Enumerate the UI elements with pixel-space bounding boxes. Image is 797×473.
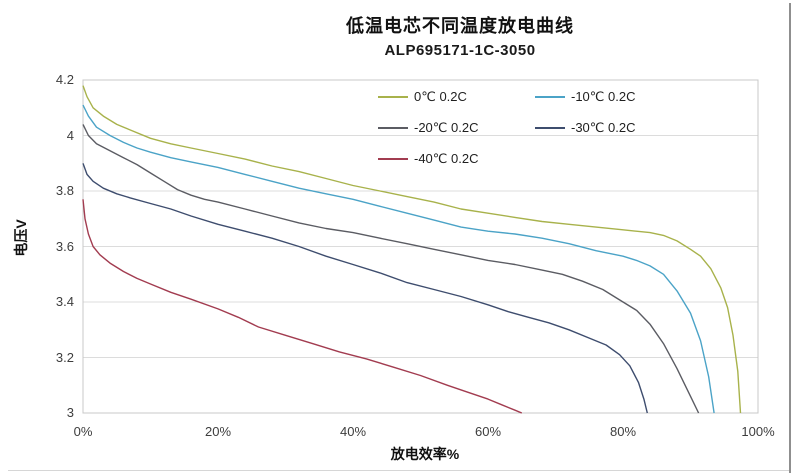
legend-label: -10℃ 0.2C [571, 89, 636, 104]
window-bottom-edge [8, 470, 789, 471]
y-tick-label: 4.2 [55, 72, 74, 87]
window-right-edge [789, 3, 791, 473]
legend-label: -20℃ 0.2C [414, 120, 479, 135]
series-line-3 [82, 163, 648, 414]
legend-swatch [378, 127, 408, 129]
legend-label: -40℃ 0.2C [414, 151, 479, 166]
legend-item-3: -30℃ 0.2C [535, 119, 692, 137]
legend-item-4: -40℃ 0.2C [378, 150, 535, 168]
legend-label: -30℃ 0.2C [571, 120, 636, 135]
y-tick-label: 3.4 [55, 294, 74, 309]
plot-border [82, 79, 759, 414]
legend-item-1: -10℃ 0.2C [535, 88, 692, 106]
y-tick-label: 4 [66, 127, 74, 143]
x-tick-label: 100% [741, 424, 775, 439]
legend-label: 0℃ 0.2C [414, 89, 467, 104]
legend-swatch [378, 96, 408, 98]
y-axis-label: 电压V [13, 219, 29, 257]
y-tick-label: 3.6 [55, 238, 74, 254]
y-tick-label: 3.8 [55, 183, 74, 198]
x-tick-label: 0% [73, 424, 93, 439]
legend-item-2: -20℃ 0.2C [378, 119, 535, 137]
legend-swatch [535, 127, 565, 129]
legend-swatch [535, 96, 565, 98]
x-tick-label: 20% [204, 424, 232, 439]
legend-item-0: 0℃ 0.2C [378, 88, 535, 106]
series-line-1 [82, 104, 715, 414]
legend-swatch [378, 158, 408, 160]
series-line-2 [82, 124, 700, 414]
x-axis-label: 放电效率% [390, 446, 460, 462]
y-tick-label: 3.2 [55, 349, 74, 365]
x-tick-label: 60% [474, 424, 502, 439]
x-tick-label: 40% [339, 424, 367, 439]
legend: 0℃ 0.2C -10℃ 0.2C -20℃ 0.2C -30℃ 0.2C -40℃ 0… [378, 88, 692, 168]
series-line-4 [82, 199, 523, 414]
x-tick-label: 80% [609, 424, 637, 439]
chart-subtitle: ALP695171-1C-3050 [384, 42, 536, 59]
chart-title: 低温电芯不同温度放电曲线 [346, 16, 574, 36]
series-line-0 [82, 85, 742, 414]
y-tick-label: 3 [66, 405, 74, 420]
